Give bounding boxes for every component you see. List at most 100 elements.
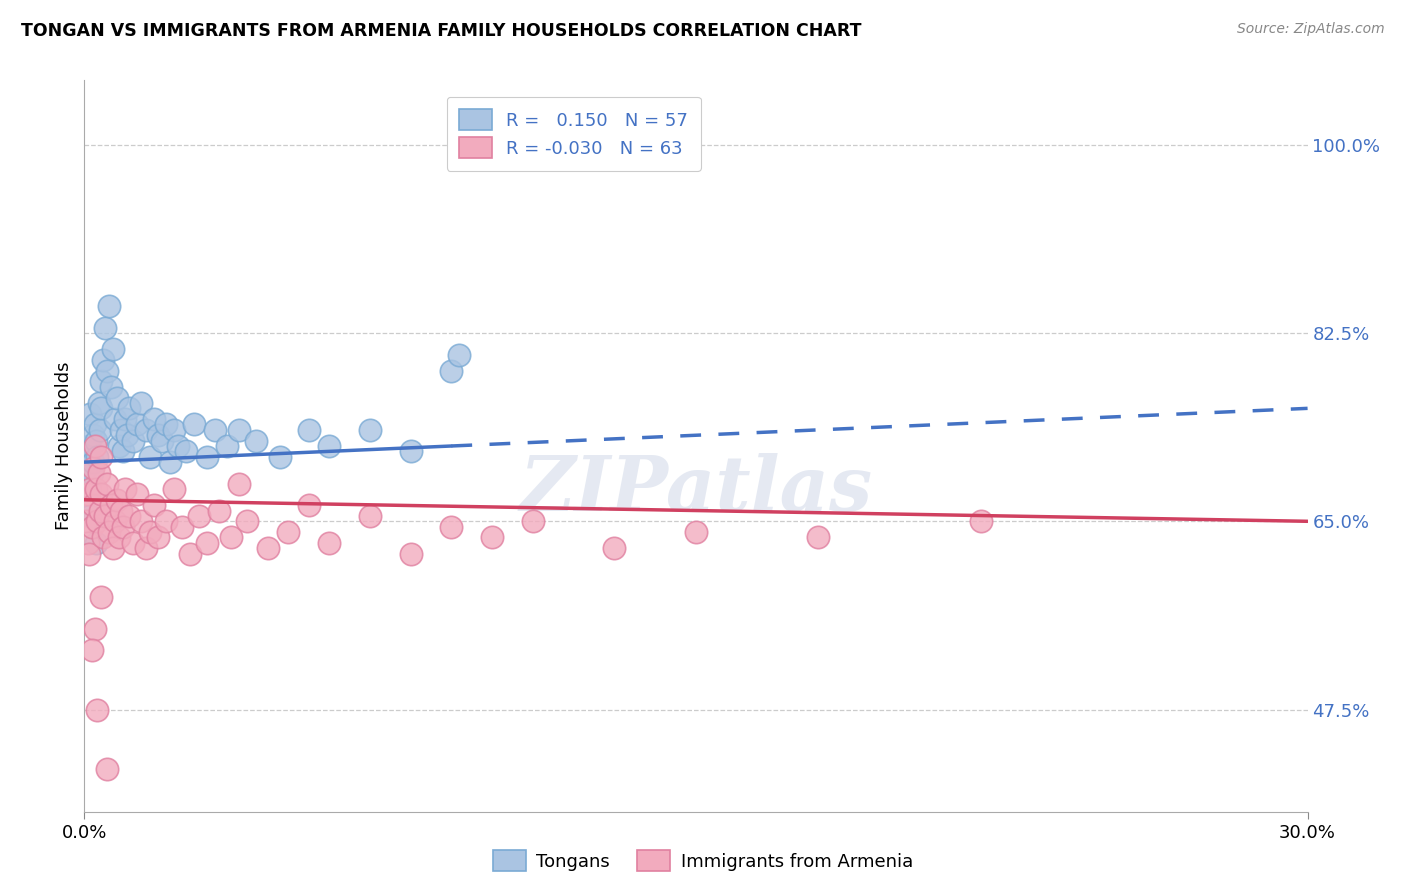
Point <box>86 514 108 528</box>
Point <box>228 423 250 437</box>
Point <box>195 536 218 550</box>
Point <box>86 450 108 464</box>
Point <box>91 353 114 368</box>
Point <box>135 541 157 556</box>
Point <box>522 514 544 528</box>
Point <box>93 508 115 523</box>
Point <box>150 434 173 448</box>
Point <box>100 498 122 512</box>
Point <box>82 498 104 512</box>
Point <box>167 439 190 453</box>
Point <box>204 423 226 437</box>
Point <box>183 417 205 432</box>
Point <box>970 514 993 528</box>
Point <box>82 455 104 469</box>
Point <box>114 412 136 426</box>
Point <box>112 519 135 533</box>
Point <box>105 391 128 405</box>
Point <box>90 487 112 501</box>
Point <box>449 347 471 362</box>
Point <box>76 536 98 550</box>
Point <box>155 417 177 432</box>
Point <box>440 519 463 533</box>
Text: TONGAN VS IMMIGRANTS FROM ARMENIA FAMILY HOUSEHOLDS CORRELATION CHART: TONGAN VS IMMIGRANTS FROM ARMENIA FAMILY… <box>21 22 862 40</box>
Point <box>101 342 124 356</box>
Point <box>179 547 201 561</box>
Point <box>236 514 259 528</box>
Point <box>146 530 169 544</box>
Point <box>83 439 105 453</box>
Point <box>79 508 101 523</box>
Point <box>127 417 149 432</box>
Point <box>87 466 110 480</box>
Point <box>318 536 340 550</box>
Point <box>399 444 422 458</box>
Point <box>155 514 177 528</box>
Point <box>77 482 100 496</box>
Point <box>90 375 112 389</box>
Point <box>76 444 98 458</box>
Point <box>100 380 122 394</box>
Point <box>138 524 160 539</box>
Point <box>96 364 118 378</box>
Point <box>93 320 115 334</box>
Point <box>75 514 97 528</box>
Point <box>228 476 250 491</box>
Point <box>91 530 114 544</box>
Point <box>807 530 830 544</box>
Point <box>195 450 218 464</box>
Point <box>219 530 242 544</box>
Point <box>77 439 100 453</box>
Point <box>110 503 132 517</box>
Point <box>80 643 103 657</box>
Point <box>77 547 100 561</box>
Point <box>142 498 165 512</box>
Point <box>359 508 381 523</box>
Point <box>481 530 503 544</box>
Point <box>118 401 141 416</box>
Point <box>89 423 111 437</box>
Point <box>399 547 422 561</box>
Point <box>75 460 97 475</box>
Point <box>83 622 105 636</box>
Point <box>97 299 120 313</box>
Text: ZIPatlas: ZIPatlas <box>519 453 873 527</box>
Legend: R =   0.150   N = 57, R = -0.030   N = 63: R = 0.150 N = 57, R = -0.030 N = 63 <box>447 96 700 171</box>
Point <box>131 514 153 528</box>
Point <box>208 503 231 517</box>
Point <box>77 487 100 501</box>
Point <box>135 423 157 437</box>
Point <box>90 401 112 416</box>
Point <box>112 444 135 458</box>
Point <box>122 434 145 448</box>
Point <box>146 428 169 442</box>
Y-axis label: Family Households: Family Households <box>55 362 73 530</box>
Point <box>257 541 280 556</box>
Point <box>84 536 107 550</box>
Point <box>298 498 321 512</box>
Point <box>159 455 181 469</box>
Point <box>269 450 291 464</box>
Point <box>138 450 160 464</box>
Point <box>101 541 124 556</box>
Point <box>105 492 128 507</box>
Point <box>82 460 104 475</box>
Point <box>131 396 153 410</box>
Point <box>82 428 104 442</box>
Legend: Tongans, Immigrants from Armenia: Tongans, Immigrants from Armenia <box>486 843 920 879</box>
Point <box>115 428 138 442</box>
Point <box>108 439 131 453</box>
Point <box>96 476 118 491</box>
Point <box>603 541 626 556</box>
Point <box>87 396 110 410</box>
Point <box>163 482 186 496</box>
Point <box>83 417 105 432</box>
Point <box>359 423 381 437</box>
Point <box>217 439 239 453</box>
Point <box>142 412 165 426</box>
Point <box>90 450 112 464</box>
Point <box>79 407 101 421</box>
Point <box>89 503 111 517</box>
Point <box>96 762 118 776</box>
Point <box>174 444 197 458</box>
